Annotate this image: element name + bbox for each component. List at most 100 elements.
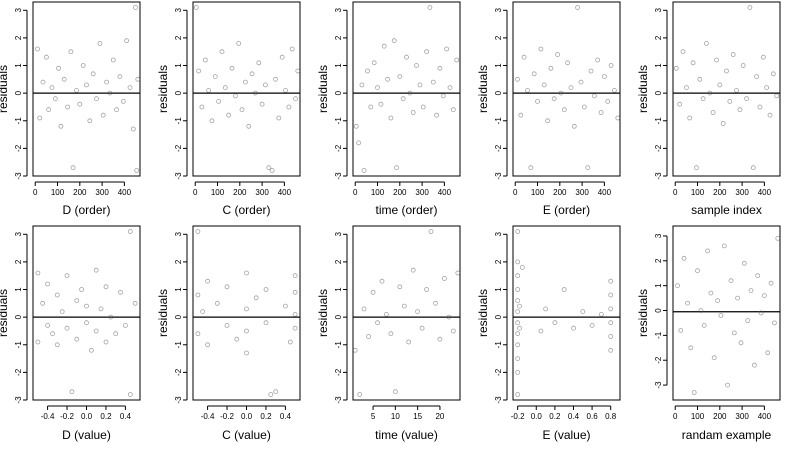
data-point	[375, 320, 380, 326]
x-tick-label: 0.2	[100, 412, 112, 421]
data-point	[134, 168, 140, 173]
data-point	[755, 273, 761, 279]
y-tick-label: -2	[174, 368, 183, 376]
data-point	[571, 123, 577, 129]
data-point	[74, 336, 80, 342]
data-point	[605, 99, 611, 104]
data-point	[368, 104, 374, 110]
y-tick-label: 3	[14, 8, 23, 13]
data-point	[206, 88, 212, 93]
data-point	[615, 115, 621, 121]
x-tick-label: 0.4	[120, 412, 132, 421]
data-point	[104, 79, 109, 85]
y-tick-label: -3	[174, 396, 183, 404]
data-point	[397, 74, 403, 79]
data-point	[561, 107, 567, 113]
data-point	[98, 306, 104, 312]
data-point	[74, 298, 80, 304]
data-point	[135, 76, 141, 82]
data-point	[407, 90, 413, 96]
data-point	[388, 115, 394, 121]
data-point	[414, 63, 419, 68]
data-point	[375, 85, 380, 90]
data-point	[97, 41, 103, 46]
data-point	[232, 93, 238, 99]
data-point	[202, 57, 208, 63]
data-point	[292, 273, 298, 279]
y-tick-label: -2	[174, 144, 183, 152]
x-tick-label: 200	[393, 188, 407, 197]
data-point	[353, 123, 359, 129]
data-point	[50, 331, 55, 337]
data-point	[434, 112, 440, 118]
data-point	[707, 90, 713, 96]
y-tick-label: 0	[334, 314, 343, 319]
y-tick-label: 2	[334, 259, 343, 264]
x-tick-label: 200	[233, 188, 247, 197]
data-point	[697, 76, 703, 82]
data-point	[428, 229, 434, 234]
data-point	[200, 309, 206, 315]
data-point	[282, 303, 288, 309]
data-point	[741, 260, 747, 266]
data-point	[64, 325, 70, 331]
data-point	[515, 392, 521, 397]
data-point	[744, 96, 749, 102]
y-tick-label: 2	[654, 258, 663, 263]
y-tick-label: 1	[14, 287, 23, 292]
data-point	[84, 320, 89, 326]
data-point	[585, 165, 591, 171]
data-point	[515, 287, 521, 292]
data-point	[420, 104, 426, 110]
data-point	[592, 93, 597, 99]
data-point	[705, 248, 710, 254]
data-point	[90, 71, 96, 77]
y-tick-label: -3	[14, 396, 23, 404]
data-point	[385, 76, 391, 82]
data-point	[580, 309, 586, 315]
data-point	[608, 306, 614, 312]
data-point	[688, 345, 694, 351]
y-tick-label: -1	[174, 341, 183, 349]
x-axis-label: time (order)	[375, 203, 437, 217]
data-point	[100, 112, 106, 118]
y-axis-label: residuals	[476, 65, 490, 113]
data-point	[599, 311, 604, 317]
data-point	[293, 96, 298, 102]
data-point	[555, 52, 560, 57]
data-point	[268, 392, 274, 397]
x-tick-label: 0.2	[549, 412, 561, 421]
data-point	[244, 350, 249, 356]
data-point	[419, 325, 425, 331]
y-tick-label: 3	[494, 232, 503, 237]
x-tick-label: 0	[673, 412, 678, 421]
data-point	[244, 306, 249, 312]
y-tick-label: 1	[334, 63, 343, 68]
data-point	[244, 270, 249, 276]
x-axis-label: D (value)	[62, 428, 111, 442]
y-tick-label: -2	[654, 144, 663, 152]
data-point	[454, 57, 460, 63]
data-point	[45, 322, 50, 328]
data-point	[394, 165, 399, 171]
data-point	[120, 99, 126, 104]
x-tick-label: 400	[758, 412, 772, 421]
data-point	[558, 90, 564, 96]
data-point	[236, 41, 242, 46]
data-point	[127, 229, 133, 234]
data-point	[292, 325, 298, 331]
y-tick-label: 0	[14, 314, 23, 319]
data-point	[538, 46, 544, 52]
data-point	[725, 382, 730, 388]
x-tick-label: 0.4	[280, 412, 292, 421]
x-tick-label: 0	[353, 188, 358, 197]
data-point	[130, 126, 136, 132]
y-tick-label: -2	[334, 368, 343, 376]
y-tick-label: 1	[14, 63, 23, 68]
data-point	[760, 54, 766, 60]
panel-5: 0 100 200 300 400 -3 -2 -1 0 1 2 3 sample index resid…	[636, 1, 781, 217]
panel-2: 0 100 200 300 400 -3 -2 -1 0 1 2 3 C (order) residual…	[156, 1, 301, 217]
data-point	[515, 229, 521, 234]
data-point	[127, 85, 133, 90]
data-point	[745, 318, 751, 323]
